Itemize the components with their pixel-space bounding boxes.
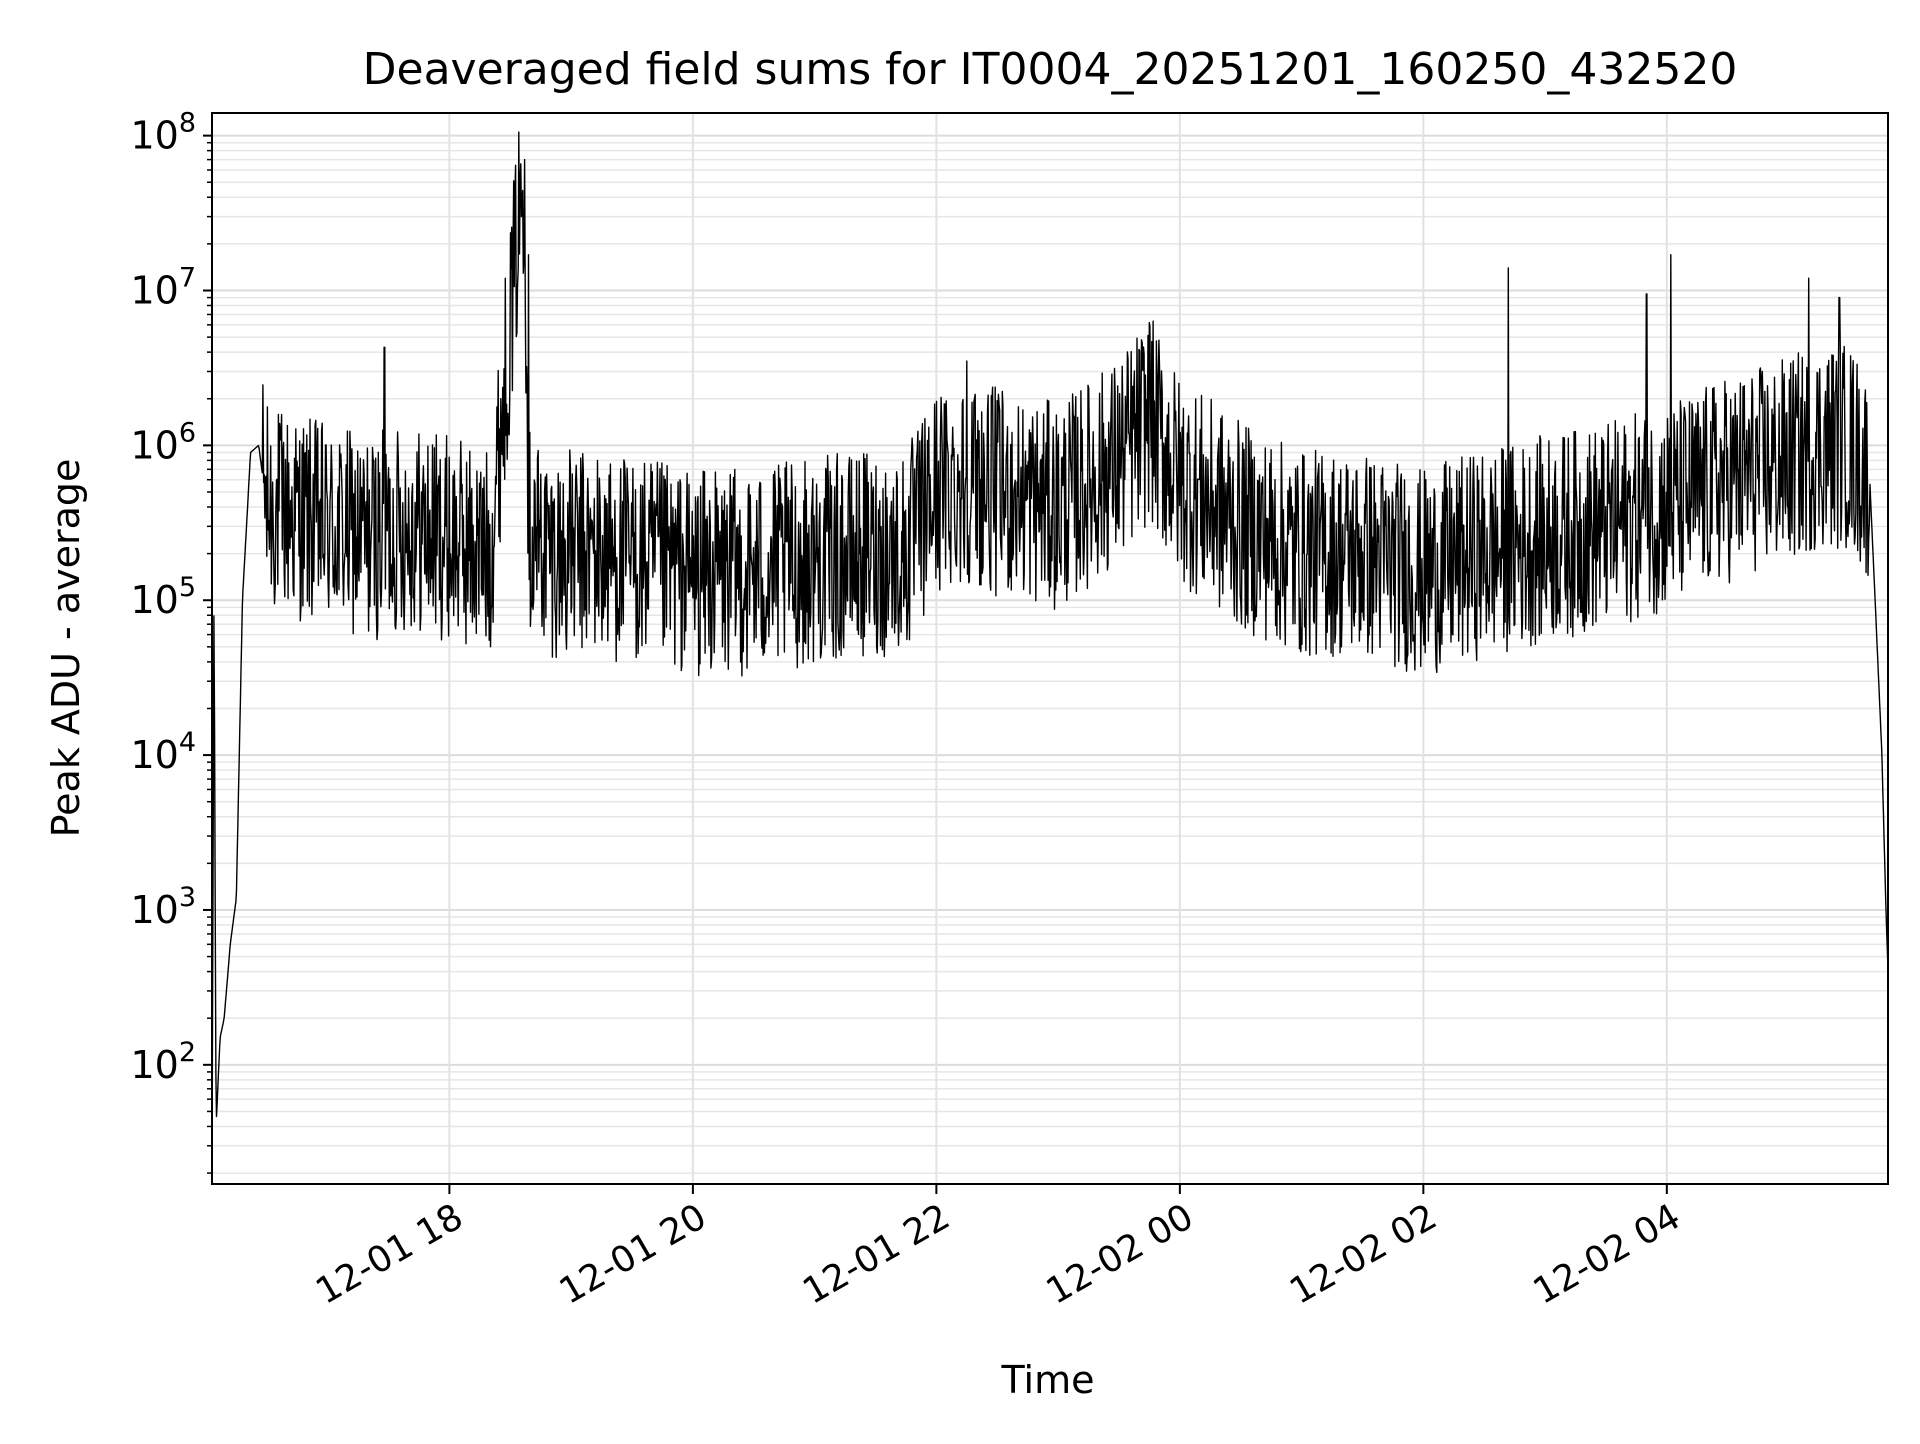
y-tick-label: 102 bbox=[130, 1037, 196, 1087]
x-tick-label: 12-02 00 bbox=[1040, 1196, 1201, 1312]
y-axis-label: Peak ADU - average bbox=[44, 459, 88, 838]
x-tick-label: 12-01 22 bbox=[796, 1196, 957, 1312]
y-tick-label: 105 bbox=[130, 572, 196, 622]
x-tick-label: 12-02 04 bbox=[1527, 1196, 1688, 1312]
series-line bbox=[211, 131, 1889, 1185]
series-lines bbox=[211, 131, 1889, 1185]
y-tick-label: 107 bbox=[130, 262, 196, 312]
plot-frame bbox=[211, 112, 1889, 1185]
y-tick-label: 108 bbox=[130, 108, 196, 158]
y-tick-label: 103 bbox=[130, 882, 196, 932]
y-tick-label: 104 bbox=[130, 727, 196, 777]
axis-ticks: 102 103 104 105 106 107 108 12-01 18 12-01 20 12-… bbox=[130, 108, 1687, 1313]
chart-title: Deaveraged field sums for IT0004_2025120… bbox=[363, 44, 1738, 95]
x-tick-label: 12-01 20 bbox=[553, 1196, 714, 1312]
grid-lines bbox=[212, 113, 1888, 1184]
x-tick-label: 12-01 18 bbox=[309, 1196, 470, 1312]
x-axis-label: Time bbox=[1001, 1358, 1095, 1402]
y-tick-label: 106 bbox=[130, 417, 196, 467]
x-tick-label: 12-02 02 bbox=[1283, 1196, 1444, 1312]
